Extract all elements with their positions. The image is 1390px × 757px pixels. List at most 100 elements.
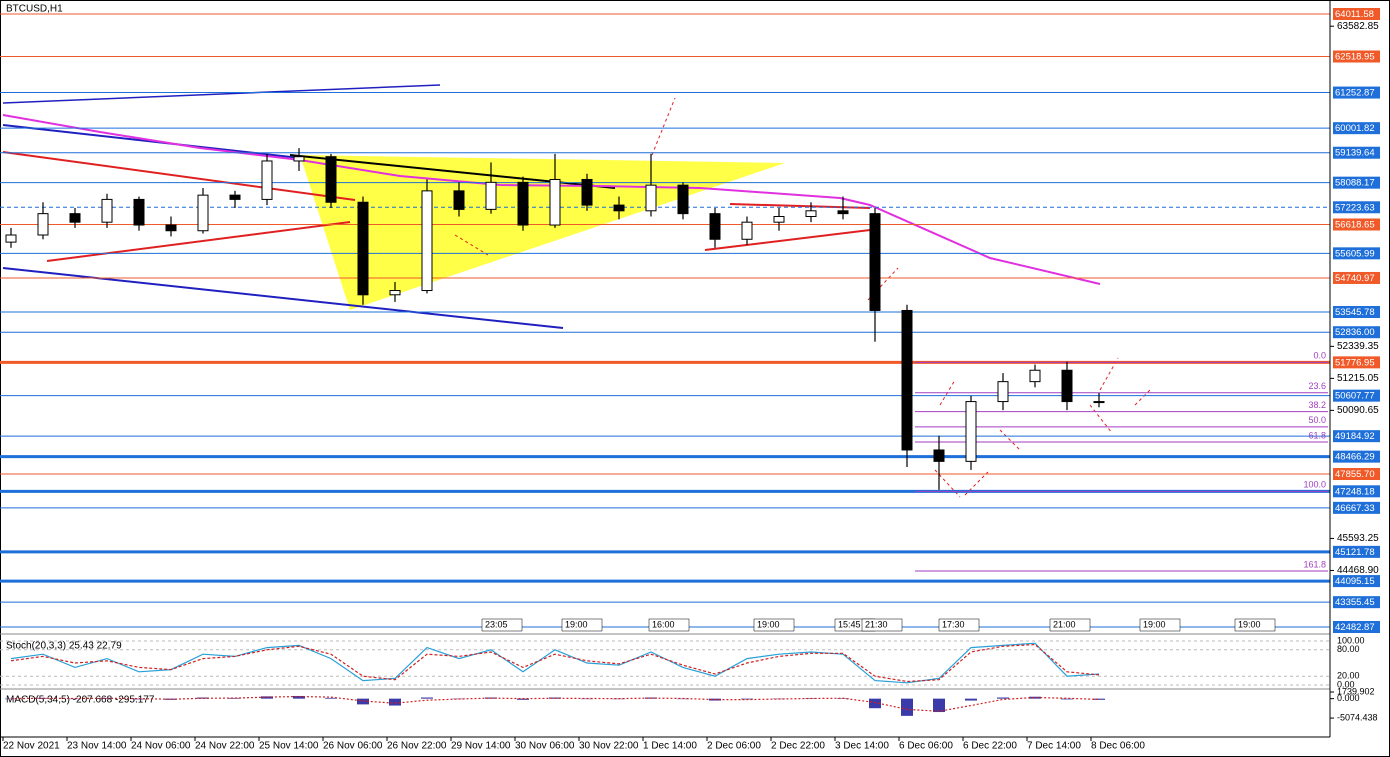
level-label: 54740.97: [1335, 273, 1375, 284]
macd-bar: [421, 697, 433, 699]
candle-body: [997, 381, 1009, 403]
trend-line: [2, 84, 441, 104]
candle-body: [517, 181, 529, 226]
candle-body: [1093, 401, 1105, 404]
y-tick-label: 100.00: [1337, 635, 1365, 645]
candle-body: [901, 309, 913, 451]
y-tick-label: 80.00: [1337, 644, 1360, 654]
fib-label: 50.0: [1308, 415, 1326, 425]
macd-signal: [10, 695, 1100, 712]
fib-label: 61.8: [1308, 430, 1326, 440]
level-label-box: [1333, 545, 1380, 558]
macd-bar: [869, 698, 881, 709]
candle-body: [1029, 369, 1041, 383]
level-label: 49184.92: [1335, 431, 1375, 442]
candle-body: [421, 190, 433, 292]
macd-panel: MACD(5,34,5) -207.668 -295.177: [0, 688, 1334, 719]
session-box: [753, 618, 795, 632]
level-label-box: [1333, 485, 1380, 498]
candle-body: [709, 213, 721, 240]
candle-body: [837, 210, 849, 215]
macd-bar: [5, 698, 17, 700]
level-label: 51776.95: [1335, 357, 1375, 368]
x-tick-label: 22 Nov 2021: [3, 741, 60, 752]
candle-body: [229, 194, 241, 200]
session-box: [1234, 618, 1276, 632]
candle-body: [805, 210, 817, 217]
level-label-box: [1333, 86, 1380, 99]
macd-bar: [293, 695, 305, 699]
level-label: 47248.18: [1335, 486, 1375, 497]
chart-title: BTCUSD,H1: [6, 4, 63, 15]
candle-body: [325, 156, 337, 203]
candle-body: [5, 234, 17, 243]
level-label-box: [1333, 146, 1380, 159]
x-tick-label: 26 Nov 06:00: [323, 741, 383, 752]
y-tick-label: 20.00: [1337, 671, 1360, 681]
trend-line: [46, 221, 351, 262]
x-tick-label: 6 Dec 06:00: [899, 741, 953, 752]
y-tick-label: 51215.05: [1337, 373, 1379, 384]
fib-label: 23.6: [1308, 381, 1326, 391]
x-tick-label: 3 Dec 14:00: [835, 741, 889, 752]
session-label: 23:05: [485, 619, 508, 629]
candle-body: [133, 198, 145, 226]
level-label-box: [1333, 326, 1380, 339]
level-label: 62518.95: [1335, 52, 1375, 63]
level-label: 57223.63: [1335, 202, 1375, 213]
candle-body: [357, 201, 369, 296]
level-label: 45121.78: [1335, 547, 1375, 558]
y-tick-label: 63582.85: [1337, 21, 1379, 32]
level-label: 53545.78: [1335, 307, 1375, 318]
candle-body: [389, 290, 401, 296]
macd-bar: [325, 697, 337, 699]
x-tick-label: 6 Dec 22:00: [963, 741, 1017, 752]
candle-body: [933, 449, 945, 462]
session-label: 17:30: [942, 619, 965, 629]
candle-body: [645, 184, 657, 212]
session-box: [561, 618, 603, 632]
level-label: 47855.70: [1335, 469, 1375, 480]
session-label: 21:00: [1053, 619, 1076, 629]
stoch-d: [10, 643, 1100, 683]
level-label-box: [1333, 201, 1380, 214]
candle-body: [965, 401, 977, 462]
level-label: 55605.99: [1335, 248, 1375, 259]
session-label: 16:00: [652, 619, 675, 629]
stoch-title: Stoch(20,3,3) 25.43 22.79: [6, 641, 122, 652]
level-label: 58088.17: [1335, 178, 1375, 189]
x-tick-label: 30 Nov 06:00: [515, 741, 575, 752]
candle-body: [165, 224, 177, 232]
session-label: 15:45: [838, 619, 861, 629]
trend-line: [729, 203, 871, 209]
macd-bar: [1093, 698, 1105, 700]
x-tick-label: 1 Dec 14:00: [643, 741, 697, 752]
session-label: 19:00: [565, 619, 588, 629]
x-tick-label: 24 Nov 22:00: [195, 741, 255, 752]
x-tick-label: 29 Nov 14:00: [451, 741, 511, 752]
session-label: 21:30: [865, 619, 888, 629]
trend-line: [704, 229, 871, 251]
stoch-panel: Stoch(20,3,3) 25.43 22.79: [0, 633, 1330, 686]
candle-body: [453, 190, 465, 210]
fib-label: 38.2: [1308, 400, 1326, 410]
session-box: [861, 618, 903, 632]
y-tick-label: 45593.25: [1337, 533, 1379, 544]
level-label-box: [1333, 621, 1380, 633]
x-tick-label: 2 Dec 22:00: [771, 741, 825, 752]
x-tick-label: 24 Nov 06:00: [131, 741, 191, 752]
candle-body: [613, 204, 625, 212]
candle-body: [261, 160, 273, 200]
candle-body: [581, 178, 593, 206]
level-label-box: [1333, 596, 1380, 609]
level-label: 43355.45: [1335, 597, 1375, 608]
level-label-box: [1333, 501, 1380, 514]
level-label-box: [1333, 389, 1380, 402]
level-label-box: [1333, 176, 1380, 189]
session-label: 19:00: [1143, 619, 1166, 629]
y-tick-label: 0.00: [1337, 679, 1355, 689]
fib-label: 161.8: [1303, 559, 1326, 569]
macd-bar: [997, 697, 1009, 699]
candle-body: [37, 213, 49, 236]
